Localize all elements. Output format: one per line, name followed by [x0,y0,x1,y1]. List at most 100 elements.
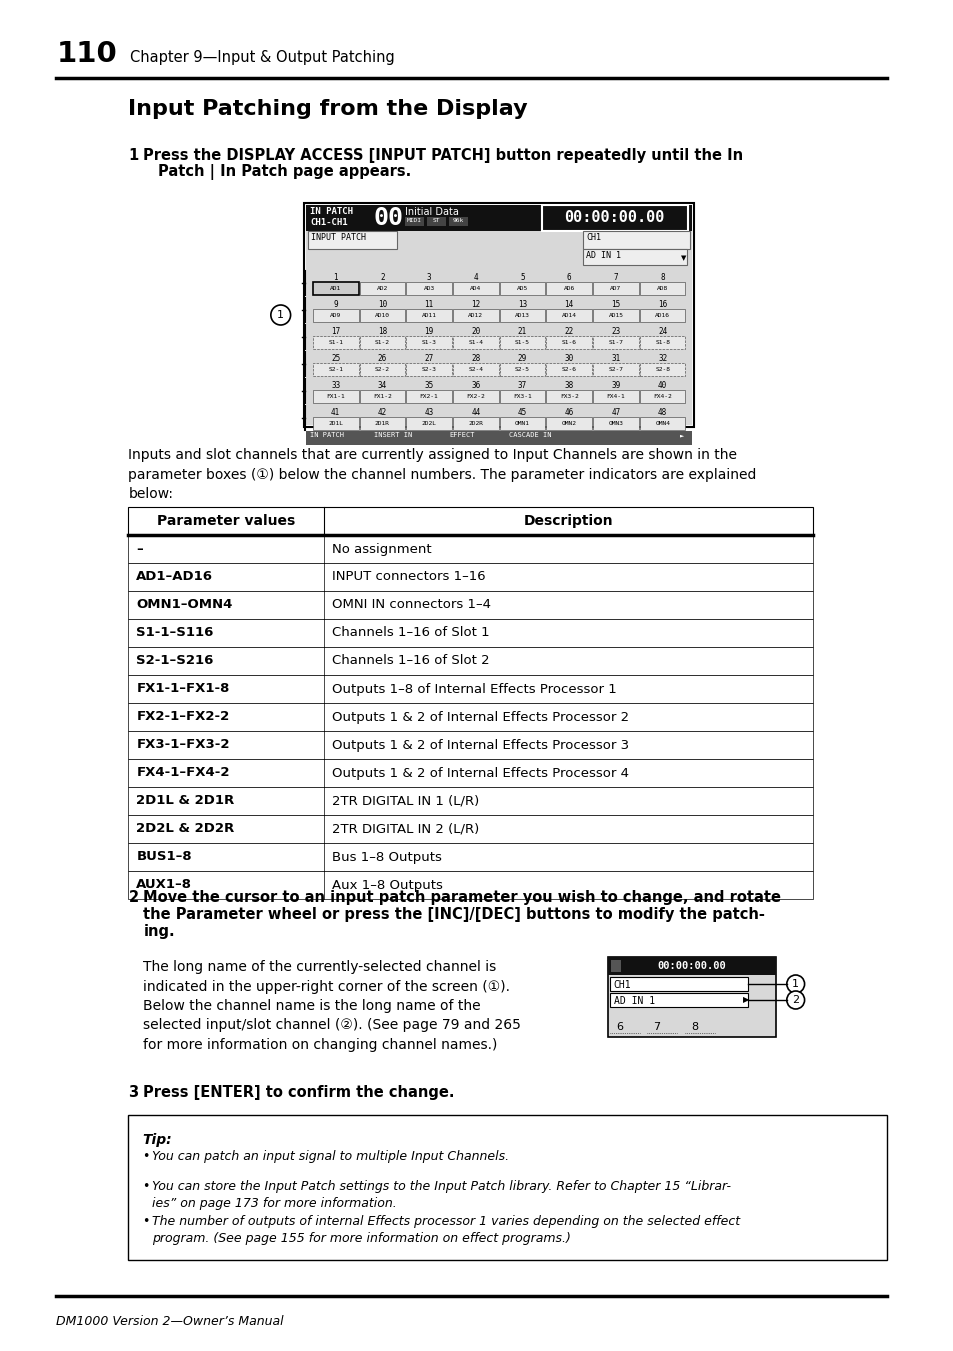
Bar [546,390,592,403]
Text: 00:00:00.00: 00:00:00.00 [564,211,664,226]
Bar [129,647,813,676]
Text: FX3-1: FX3-1 [513,394,532,399]
Text: AD3: AD3 [423,286,435,290]
Text: 20: 20 [471,327,480,336]
Bar [593,282,639,295]
Text: 19: 19 [424,327,434,336]
Text: 9: 9 [333,300,337,309]
Text: Aux 1–8 Outputs: Aux 1–8 Outputs [332,878,442,892]
Text: AD9: AD9 [330,313,341,317]
Text: S1-1–S116: S1-1–S116 [136,627,213,639]
Text: S1-6: S1-6 [561,340,577,345]
Text: IN PATCH: IN PATCH [310,432,344,438]
Text: •: • [142,1215,150,1228]
Bar [359,336,405,349]
Text: 10: 10 [377,300,387,309]
Bar [359,417,405,430]
Text: 1: 1 [791,979,799,989]
Text: 42: 42 [377,408,387,417]
Text: AUX1–8: AUX1–8 [136,878,193,892]
Text: 2D1L & 2D1R: 2D1L & 2D1R [136,794,234,808]
Text: 2TR DIGITAL IN 1 (L/R): 2TR DIGITAL IN 1 (L/R) [332,794,478,808]
Text: 25: 25 [331,354,340,363]
Text: 32: 32 [658,354,666,363]
Text: OMN2: OMN2 [561,422,577,426]
Text: FX4-1–FX4-2: FX4-1–FX4-2 [136,766,230,780]
Text: 2D2L: 2D2L [421,422,436,426]
Bar [129,815,813,843]
Text: Input Patching from the Display: Input Patching from the Display [129,99,528,119]
Text: FX1-1: FX1-1 [326,394,345,399]
Text: 17: 17 [331,327,340,336]
Bar [406,417,452,430]
Bar [129,619,813,647]
Text: S1-5: S1-5 [515,340,530,345]
Text: Outputs 1 & 2 of Internal Effects Processor 3: Outputs 1 & 2 of Internal Effects Proces… [332,739,629,751]
Text: 46: 46 [564,408,574,417]
Bar [308,231,397,249]
Text: S2-8: S2-8 [655,367,669,372]
Text: CH1: CH1 [613,979,631,990]
Text: ►: ► [679,432,683,438]
Text: 41: 41 [331,408,340,417]
Bar [499,390,545,403]
Text: 13: 13 [517,300,527,309]
Text: FX3-1–FX3-2: FX3-1–FX3-2 [136,739,230,751]
Bar [406,282,452,295]
Text: 24: 24 [658,327,666,336]
Text: •: • [142,1150,150,1163]
Text: AD7: AD7 [610,286,621,290]
Text: AD12: AD12 [468,313,483,317]
Text: 26: 26 [377,354,387,363]
Bar [546,363,592,376]
Text: 3: 3 [129,1085,138,1100]
Text: 16: 16 [658,300,666,309]
Text: Channels 1–16 of Slot 2: Channels 1–16 of Slot 2 [332,654,489,667]
Text: Channels 1–16 of Slot 1: Channels 1–16 of Slot 1 [332,627,489,639]
Text: FX3-2: FX3-2 [559,394,578,399]
Text: the Parameter wheel or press the [INC]/[DEC] buttons to modify the patch-: the Parameter wheel or press the [INC]/[… [143,907,764,921]
Bar [453,390,498,403]
Text: AD6: AD6 [563,286,575,290]
Text: S1-8: S1-8 [655,340,669,345]
Text: 2TR DIGITAL IN 2 (L/R): 2TR DIGITAL IN 2 (L/R) [332,823,478,835]
Text: 36: 36 [471,381,480,390]
Bar [607,957,775,975]
Text: 47: 47 [611,408,619,417]
Text: ST: ST [433,218,439,223]
Text: Move the cursor to an input patch parameter you wish to change, and rotate: Move the cursor to an input patch parame… [143,890,781,905]
Text: 44: 44 [471,408,480,417]
Bar [609,977,747,992]
Bar [453,309,498,322]
Text: Patch | In Patch page appears.: Patch | In Patch page appears. [158,163,411,180]
Text: –: – [136,543,143,555]
Bar [541,205,687,231]
Text: Chapter 9—Input & Output Patching: Chapter 9—Input & Output Patching [131,50,395,65]
Text: 1: 1 [129,149,138,163]
Bar [129,676,813,703]
Bar [129,590,813,619]
Text: 11: 11 [424,300,434,309]
Text: 2D1L: 2D1L [328,422,343,426]
Bar [129,1115,885,1260]
Bar [546,282,592,295]
Bar [499,309,545,322]
Text: 7: 7 [653,1021,659,1032]
Text: DM1000 Version 2—Owner’s Manual: DM1000 Version 2—Owner’s Manual [56,1315,284,1328]
Bar [406,309,452,322]
Bar [313,363,358,376]
Bar [129,563,813,590]
Text: AD IN 1: AD IN 1 [613,996,655,1006]
Bar [306,431,691,444]
Bar [499,363,545,376]
Text: No assignment: No assignment [332,543,432,555]
Bar [639,390,685,403]
Text: 2: 2 [379,273,384,282]
Text: 4: 4 [473,273,477,282]
Bar [313,282,358,295]
Bar [453,363,498,376]
Bar [304,203,693,427]
Bar [546,336,592,349]
Text: Bus 1–8 Outputs: Bus 1–8 Outputs [332,851,441,863]
Text: 1: 1 [277,309,284,320]
